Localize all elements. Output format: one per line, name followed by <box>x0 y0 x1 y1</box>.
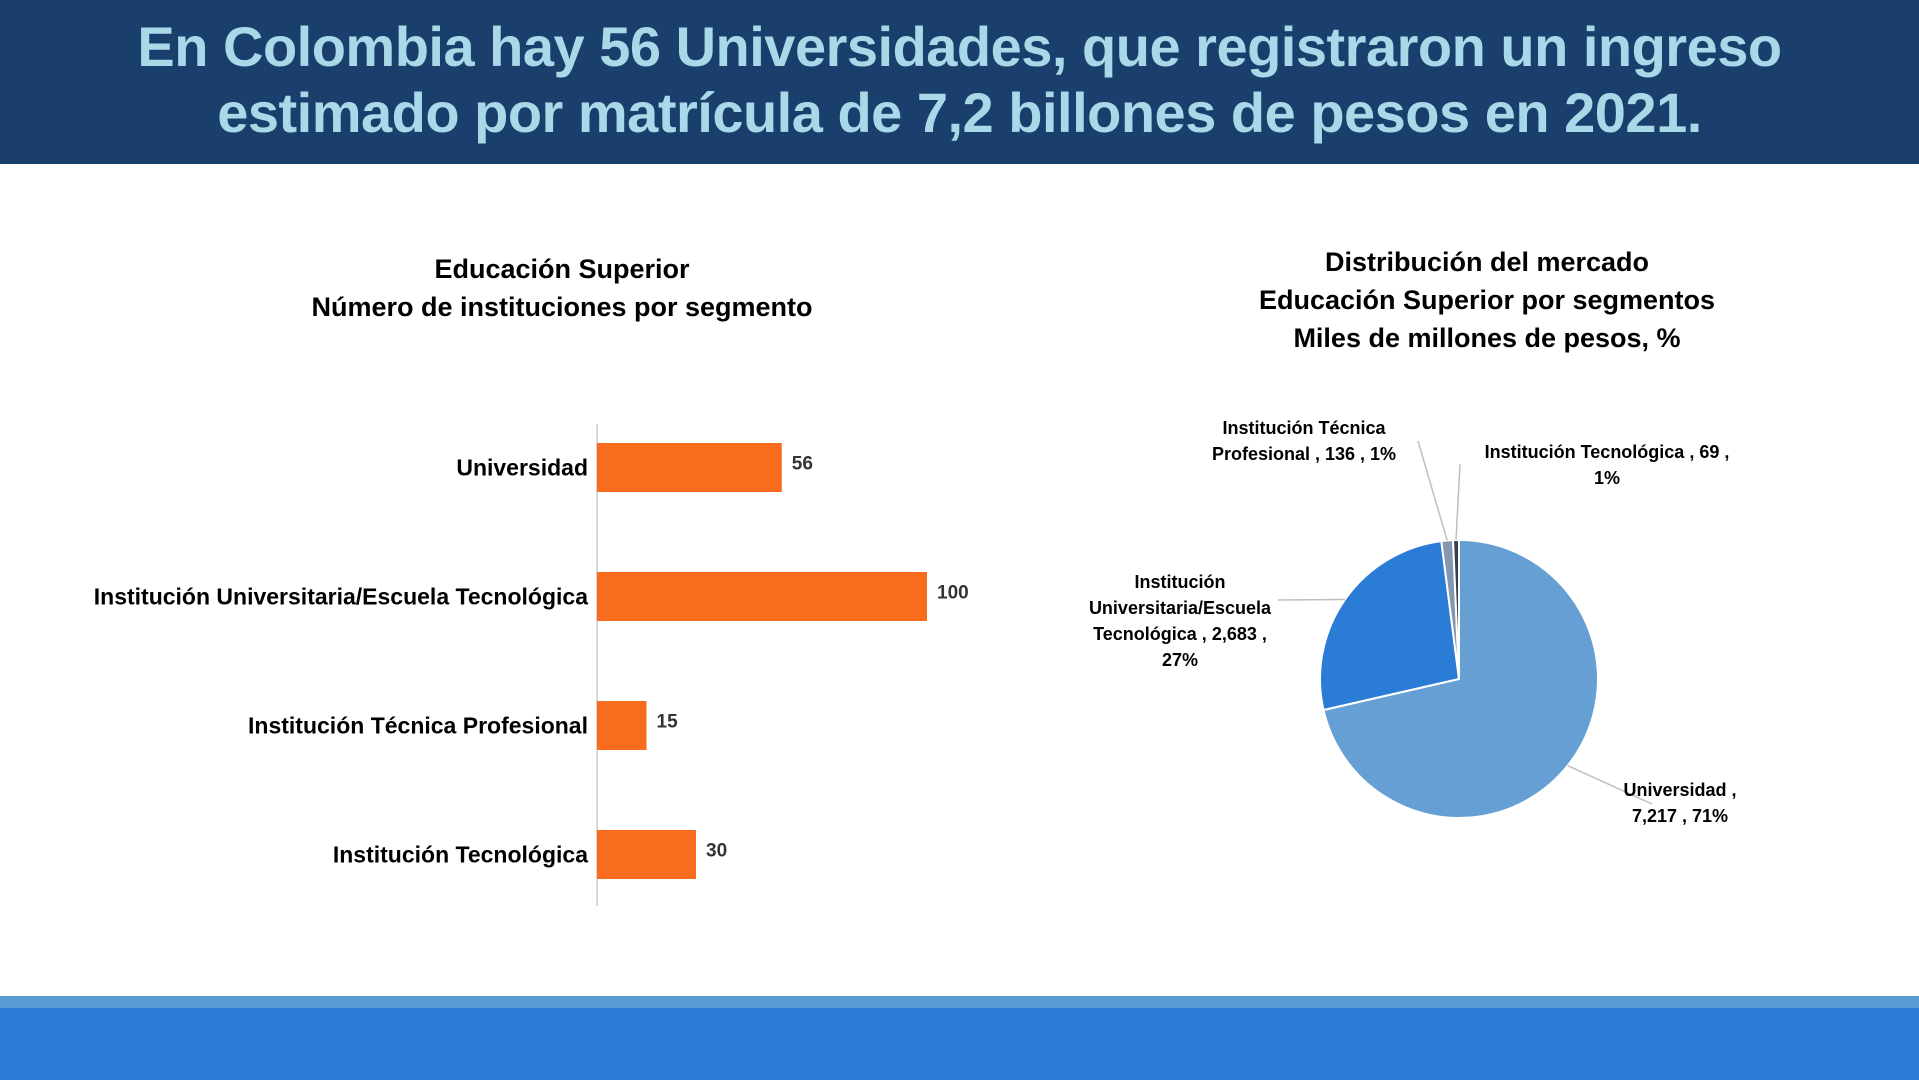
pie-slice-label: Profesional , 136 , 1% <box>1212 444 1396 464</box>
bar-category-label: Institución Universitaria/Escuela Tecnol… <box>94 584 588 610</box>
pie-slice-label: Universitaria/Escuela <box>1089 598 1272 618</box>
pie-leader-line <box>1567 764 1653 805</box>
footer-bar <box>0 1008 1919 1080</box>
pie-slice <box>1319 540 1461 712</box>
pie-chart-title: Distribución del mercado Educación Super… <box>1187 243 1787 357</box>
bar-value-label: 100 <box>937 583 969 604</box>
pie-slice-label: 7,217 , 71% <box>1632 806 1728 826</box>
pie-slice-label: 27% <box>1162 650 1198 670</box>
bar-chart-title-line-2: Número de instituciones por segmento <box>311 292 813 322</box>
bar <box>597 443 782 492</box>
footer-accent-strip <box>0 996 1919 1008</box>
bar-category-label: Institución Tecnológica <box>333 842 588 868</box>
bar-value-label: 15 <box>657 712 679 733</box>
bar-category-label: Universidad <box>456 455 588 481</box>
pie-leader-line <box>1417 440 1448 541</box>
bar <box>597 572 927 621</box>
bar-chart-title: Educación Superior Número de institucion… <box>262 250 862 326</box>
header-banner: En Colombia hay 56 Universidades, que re… <box>0 0 1919 164</box>
pie-slice <box>1322 538 1599 819</box>
pie-leader-line <box>1277 598 1346 601</box>
title-line-2: estimado por matrícula de 7,2 billones d… <box>217 81 1702 144</box>
bar <box>597 701 647 750</box>
bar-category-label: Institución Técnica Profesional <box>248 713 588 739</box>
pie-slice-label: Universidad , <box>1623 780 1736 800</box>
bar-value-label: 30 <box>706 841 727 862</box>
bar-chart: Universidad 56 Institución Universitaria/E… <box>94 424 969 906</box>
pie-chart-title-line-3: Miles de millones de pesos, % <box>1293 323 1681 353</box>
pie-slice-label: Tecnológica , 2,683 , <box>1093 624 1267 644</box>
bar-chart-title-line-1: Educación Superior <box>434 254 690 284</box>
pie-chart: Universidad , 7,217 , 71% Institución Unive… <box>1089 418 1737 826</box>
title-line-1: En Colombia hay 56 Universidades, que re… <box>137 15 1782 78</box>
bar <box>597 830 696 879</box>
pie-slice-label: Institución <box>1135 572 1226 592</box>
pie-chart-title-line-2: Educación Superior por segmentos <box>1258 285 1716 315</box>
pie-slice-label: Institución Tecnológica , 69 , <box>1485 442 1730 462</box>
pie-leader-line <box>1455 463 1461 541</box>
pie-slice-label: Institución Técnica <box>1222 418 1386 438</box>
pie-slice <box>1451 538 1460 680</box>
pie-slice-label: 1% <box>1594 468 1620 488</box>
pie-chart-title-line-1: Distribución del mercado <box>1324 247 1650 277</box>
bar-value-label: 56 <box>792 454 813 475</box>
page-title: En Colombia hay 56 Universidades, que re… <box>0 14 1919 146</box>
